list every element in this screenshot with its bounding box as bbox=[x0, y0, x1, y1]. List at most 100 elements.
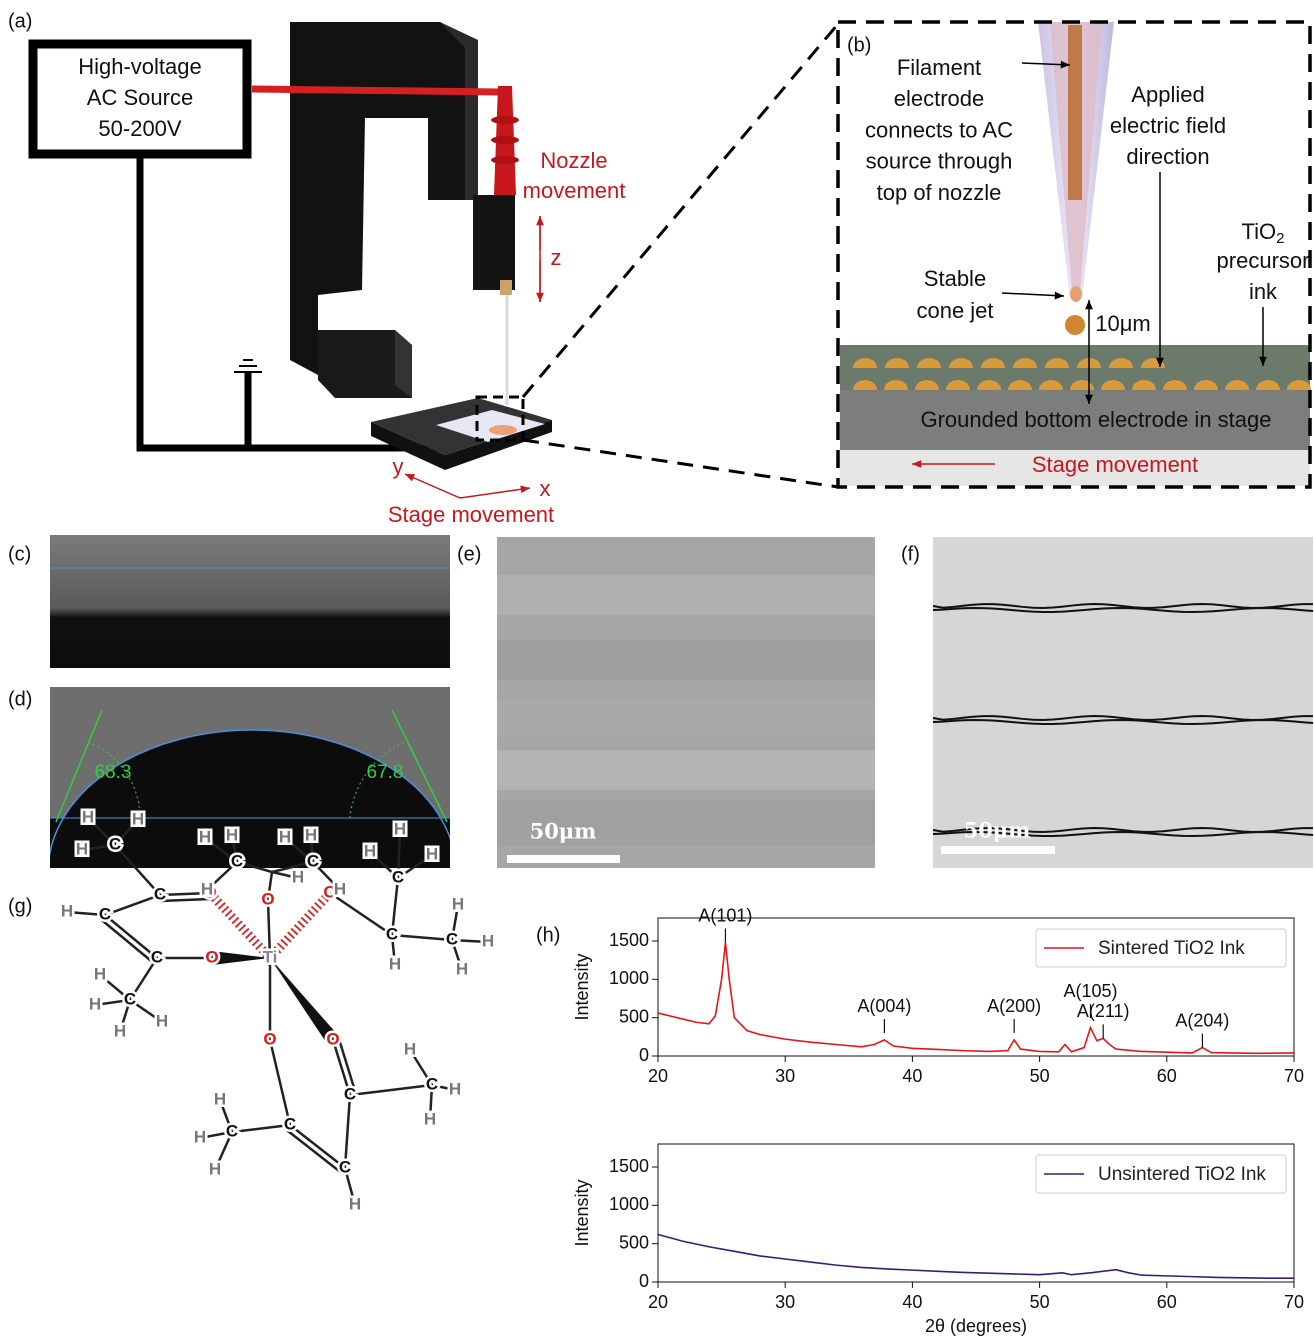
atom: O bbox=[263, 1029, 276, 1048]
atom: H bbox=[404, 1039, 416, 1058]
atom: O bbox=[205, 947, 218, 966]
photo-band bbox=[497, 750, 875, 790]
atom: C bbox=[284, 1114, 296, 1133]
panel-label: (g) bbox=[8, 895, 32, 917]
double-bond bbox=[101, 920, 153, 963]
atom: H bbox=[452, 894, 464, 913]
filament-text: electrode bbox=[894, 86, 985, 111]
atom: H bbox=[292, 867, 304, 886]
atom: H bbox=[389, 954, 401, 973]
atom: H bbox=[199, 827, 211, 846]
bond bbox=[290, 1125, 345, 1168]
cone-jet-text: cone jet bbox=[916, 298, 993, 323]
nozzle-tip bbox=[500, 280, 512, 295]
filament-text: source through bbox=[866, 149, 1013, 174]
x-tick-label: 20 bbox=[648, 1292, 668, 1312]
atom: H bbox=[201, 879, 213, 898]
ink-text: precursor bbox=[1217, 248, 1310, 273]
atom: H bbox=[364, 841, 376, 860]
x-tick-label: 50 bbox=[1030, 1292, 1050, 1312]
atom: H bbox=[209, 1159, 221, 1178]
arrow-head bbox=[1055, 292, 1064, 300]
atom: H bbox=[132, 809, 144, 828]
annotation: A(004) bbox=[857, 996, 911, 1016]
atom: H bbox=[449, 1079, 461, 1098]
atom: C bbox=[124, 989, 136, 1008]
x-tick-label: 70 bbox=[1284, 1292, 1304, 1312]
y-tick-label: 0 bbox=[639, 1045, 649, 1065]
atom: H bbox=[349, 1194, 361, 1213]
bond bbox=[232, 1125, 290, 1132]
atom: C bbox=[386, 924, 398, 943]
atom: H bbox=[194, 1127, 206, 1146]
field-text: direction bbox=[1126, 144, 1209, 169]
filament-text: Filament bbox=[897, 55, 981, 80]
scale-bar bbox=[507, 855, 620, 863]
source-text: AC Source bbox=[87, 85, 193, 110]
scale-text: 50μm bbox=[530, 819, 597, 844]
y-axis-label: Intensity bbox=[572, 953, 592, 1020]
ink-formula-sub: 2 bbox=[1276, 230, 1284, 247]
gap-text: 10μm bbox=[1095, 311, 1150, 336]
y-tick-label: 1500 bbox=[609, 930, 649, 950]
atom: H bbox=[114, 1021, 126, 1040]
y-axis-label: Intensity bbox=[572, 1179, 592, 1246]
axis-letter: y bbox=[393, 454, 404, 479]
panel-label: (f) bbox=[901, 543, 920, 565]
scale-text: 50μm bbox=[964, 818, 1031, 843]
y-tick-label: 0 bbox=[639, 1271, 649, 1291]
atom: C bbox=[99, 904, 111, 923]
bond bbox=[330, 893, 392, 935]
panel-label: (c) bbox=[8, 543, 31, 565]
nozzle-movement: Nozzle bbox=[540, 148, 607, 173]
annotation: A(101) bbox=[698, 905, 752, 925]
atom: H bbox=[82, 807, 94, 826]
panel-label: (b) bbox=[847, 34, 871, 56]
atom: H bbox=[424, 1109, 436, 1128]
atom: H bbox=[394, 819, 406, 838]
y-tick-label: 500 bbox=[619, 1232, 649, 1252]
x-tick-label: 60 bbox=[1157, 1066, 1177, 1086]
jet-droplet bbox=[1065, 315, 1085, 335]
atom: C bbox=[231, 851, 243, 870]
atom: O bbox=[326, 1029, 339, 1048]
panel-label: (e) bbox=[457, 543, 481, 565]
atom: H bbox=[334, 879, 346, 898]
field-text: electric field bbox=[1110, 113, 1226, 138]
bond bbox=[105, 915, 157, 958]
axis-letter: z bbox=[551, 245, 562, 270]
figure: (a)High-voltageAC Source50-200VzNozzlemo… bbox=[0, 0, 1314, 1339]
x-tick-label: 50 bbox=[1030, 1066, 1050, 1086]
nozzle-ring bbox=[491, 136, 519, 144]
ink-text: ink bbox=[1249, 279, 1278, 304]
atom: H bbox=[482, 931, 494, 950]
cone-jet bbox=[1070, 286, 1082, 302]
atom: H bbox=[426, 844, 438, 863]
photo-band bbox=[497, 640, 875, 680]
atom: H bbox=[94, 964, 106, 983]
filament-text: top of nozzle bbox=[877, 180, 1002, 205]
stage-axis bbox=[405, 474, 530, 498]
filament-text: connects to AC bbox=[865, 117, 1013, 142]
hashed-bond bbox=[270, 893, 330, 958]
atom: C bbox=[446, 929, 458, 948]
x-tick-label: 30 bbox=[775, 1292, 795, 1312]
y-tick-label: 500 bbox=[619, 1006, 649, 1026]
atom: H bbox=[89, 994, 101, 1013]
annotation: A(200) bbox=[987, 996, 1041, 1016]
atom: H bbox=[76, 839, 88, 858]
nozzle-ring bbox=[491, 116, 519, 124]
atom: C bbox=[307, 851, 319, 870]
cone-jet-text: Stable bbox=[924, 266, 986, 291]
x-tick-label: 40 bbox=[902, 1292, 922, 1312]
panel-label: (d) bbox=[8, 688, 32, 710]
contact-angle: 67.8 bbox=[367, 762, 404, 783]
stage-movement: Stage movement bbox=[1032, 452, 1198, 477]
atom: Ti bbox=[263, 947, 278, 966]
atom: C bbox=[151, 947, 163, 966]
atom: H bbox=[214, 1089, 226, 1108]
x-tick-label: 20 bbox=[648, 1066, 668, 1086]
atom: C bbox=[392, 867, 404, 886]
x-tick-label: 60 bbox=[1157, 1292, 1177, 1312]
atom: O bbox=[261, 889, 274, 908]
